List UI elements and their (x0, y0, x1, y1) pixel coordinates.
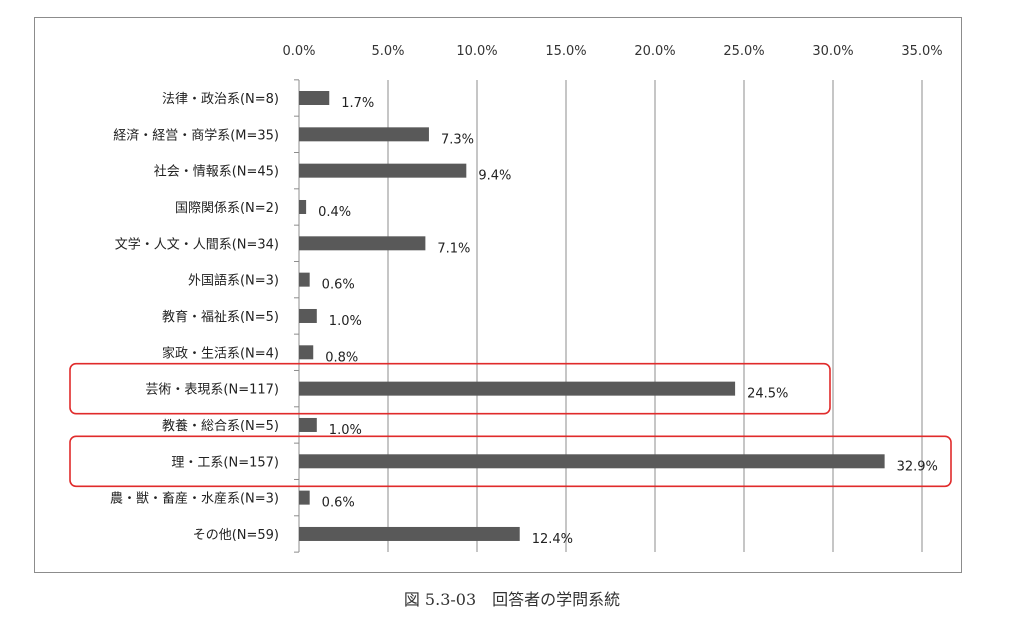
data-label: 0.8% (325, 350, 358, 365)
bar-chart: 0.0% 5.0% 10.0% 15.0% 20.0% 25.0% 30.0% 35.0% 法律… (69, 44, 952, 553)
data-label: 12.4% (532, 532, 573, 547)
category-label: 法律・政治系(N=8) (162, 92, 279, 107)
x-tick-label: 25.0% (723, 44, 764, 59)
data-label: 1.7% (341, 96, 374, 111)
x-tick-label: 0.0% (282, 44, 315, 59)
x-tick-label: 20.0% (634, 44, 675, 59)
data-label: 1.0% (329, 423, 362, 438)
category-label: 文学・人文・人間系(N=34) (115, 236, 279, 252)
data-label: 9.4% (478, 169, 511, 184)
data-label: 1.0% (329, 314, 362, 329)
bar (299, 236, 426, 251)
highlight-box (69, 435, 952, 488)
category-label: 教育・福祉系(N=5) (162, 309, 279, 325)
bar (299, 127, 429, 142)
bar (299, 272, 310, 287)
category-label: 教養・総合系(N=5) (162, 418, 279, 434)
bar (299, 490, 310, 505)
bar (299, 417, 317, 432)
bar (299, 381, 736, 396)
bar (299, 91, 330, 105)
category-label: 理・工系(N=157) (171, 455, 279, 470)
x-tick-label: 15.0% (545, 44, 586, 59)
category-label: 芸術・表現系(N=117) (145, 382, 279, 398)
category-label: 外国語系(N=3) (188, 273, 279, 289)
highlight-box (69, 362, 831, 415)
bar (299, 454, 885, 469)
category-label: 農・獣・畜産・水産系(N=3) (110, 491, 279, 507)
category-label: 社会・情報系(N=45) (154, 164, 279, 180)
bar (299, 526, 520, 541)
category-label: その他(N=59) (193, 528, 279, 543)
bar (299, 163, 467, 178)
bar (299, 308, 317, 323)
figure-caption: 図 5.3-03 回答者の学問系統 (403, 590, 621, 609)
chart-frame: 0.0% 5.0% 10.0% 15.0% 20.0% 25.0% 30.0% 35.0% 法律… (34, 17, 962, 573)
x-tick-label: 10.0% (456, 44, 497, 59)
data-label: 7.1% (437, 241, 470, 256)
data-label: 32.9% (897, 459, 938, 474)
category-label: 国際関係系(N=2) (175, 201, 279, 216)
x-tick-label: 35.0% (901, 44, 942, 59)
category-label: 家政・生活系(N=4) (162, 345, 279, 361)
bar (299, 199, 307, 214)
data-label: 7.3% (441, 132, 474, 147)
x-tick-label: 5.0% (371, 44, 404, 59)
data-label: 0.6% (322, 496, 355, 511)
bar (299, 345, 314, 360)
x-tick-label: 30.0% (812, 44, 853, 59)
data-label: 24.5% (747, 387, 788, 402)
category-label: 経済・経営・商学系(M=35) (113, 127, 279, 143)
data-label: 0.4% (318, 205, 351, 220)
data-label: 0.6% (322, 278, 355, 293)
